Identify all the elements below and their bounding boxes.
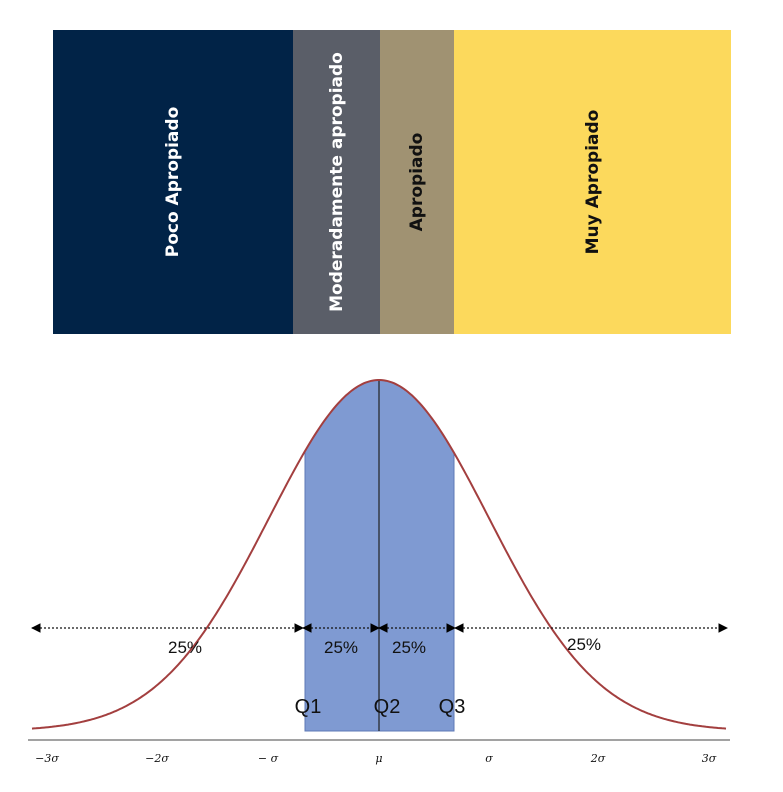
bell-curve	[31, 379, 727, 730]
tick-label-minus-3sigma: −3σ	[35, 752, 59, 765]
category-band-row: Poco Apropiado Moderadamente apropiado A…	[53, 30, 731, 334]
tick-label-2sigma: 2σ	[590, 752, 606, 765]
quartile-label-q2: Q2	[374, 696, 401, 718]
quartile-label-q3: Q3	[439, 696, 466, 718]
tick-label-minus-sigma: − σ	[258, 752, 279, 765]
band-moderadamente-apropiado: Moderadamente apropiado	[293, 30, 380, 334]
percent-label-3: 25%	[392, 638, 426, 657]
tick-label-minus-2sigma: −2σ	[145, 752, 169, 765]
tick-label-3sigma: 3σ	[702, 752, 717, 765]
quartile-label-q1: Q1	[295, 696, 322, 718]
tick-label-mu: μ	[375, 752, 382, 765]
percent-label-1: 25%	[168, 638, 202, 657]
percent-label-2: 25%	[324, 638, 358, 657]
band-poco-apropiado: Poco Apropiado	[53, 30, 293, 334]
band-muy-apropiado: Muy Apropiado	[454, 30, 731, 334]
band-apropiado: Apropiado	[380, 30, 454, 334]
tick-label-sigma: σ	[485, 752, 493, 765]
percent-label-4: 25%	[567, 635, 601, 654]
